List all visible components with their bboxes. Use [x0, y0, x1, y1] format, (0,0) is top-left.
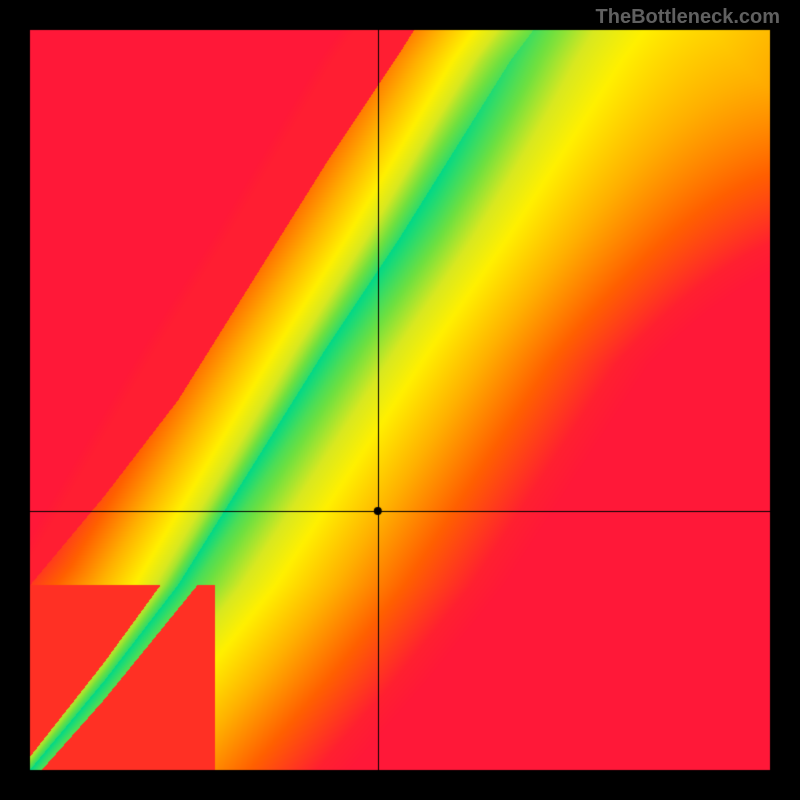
- watermark-text: TheBottleneck.com: [596, 6, 780, 29]
- heatmap-canvas: [0, 0, 800, 800]
